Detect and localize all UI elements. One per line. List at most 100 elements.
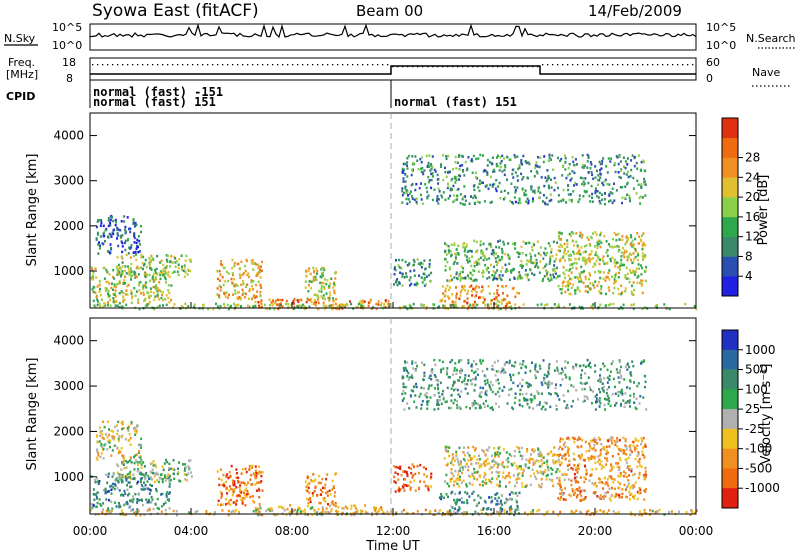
scatter-cell bbox=[230, 464, 233, 468]
scatter-cell bbox=[319, 488, 322, 492]
scatter-cell bbox=[127, 429, 130, 432]
scatter-cell bbox=[630, 470, 633, 473]
scatter-cell bbox=[628, 490, 631, 493]
scatter-cell bbox=[478, 501, 480, 505]
scatter-cell bbox=[619, 369, 622, 372]
scatter-cell bbox=[594, 370, 597, 373]
scatter-cell bbox=[445, 400, 448, 403]
scatter-cell bbox=[102, 224, 105, 228]
scatter-cell bbox=[557, 200, 560, 203]
nave-dot bbox=[157, 64, 159, 66]
scatter-cell bbox=[320, 290, 323, 293]
scatter-cell bbox=[486, 457, 489, 461]
scatter-cell bbox=[508, 158, 511, 161]
scatter-cell bbox=[492, 270, 495, 273]
date-title: 14/Feb/2009 bbox=[588, 2, 682, 20]
scatter-cell bbox=[477, 494, 480, 497]
scatter-cell bbox=[600, 241, 603, 244]
scatter-cell bbox=[628, 399, 631, 402]
scatter-cell bbox=[520, 259, 523, 263]
scatter-cell bbox=[497, 154, 499, 157]
scatter-cell bbox=[639, 202, 642, 205]
scatter-cell bbox=[600, 480, 603, 484]
scatter-cell bbox=[130, 275, 133, 278]
scatter-cell bbox=[493, 170, 496, 173]
scatter-cell bbox=[518, 166, 521, 169]
scatter-cell bbox=[629, 449, 632, 452]
scatter-cell bbox=[579, 476, 582, 479]
scatter-cell bbox=[606, 249, 609, 252]
scatter-cell bbox=[576, 246, 579, 249]
scatter-cell bbox=[129, 485, 132, 489]
scatter-cell bbox=[459, 271, 462, 274]
scatter-cell bbox=[589, 386, 591, 389]
scatter-cell bbox=[107, 219, 110, 222]
scatter-cell bbox=[141, 473, 144, 476]
scatter-cell bbox=[512, 492, 515, 495]
scatter-cell bbox=[242, 291, 245, 295]
scatter-cell bbox=[613, 478, 616, 481]
scatter-cell bbox=[501, 285, 504, 288]
scatter-cell bbox=[307, 290, 310, 293]
scatter-cell bbox=[91, 506, 94, 509]
scatter-cell bbox=[565, 376, 568, 379]
scatter-cell bbox=[343, 304, 346, 307]
scatter-cell bbox=[350, 504, 353, 508]
scatter-cell bbox=[452, 382, 455, 385]
scatter-cell bbox=[507, 474, 510, 478]
scatter-cell bbox=[467, 459, 470, 462]
scatter-cell bbox=[148, 256, 151, 260]
nave-dot bbox=[132, 64, 134, 66]
scatter-cell bbox=[558, 245, 561, 249]
scatter-cell bbox=[433, 188, 436, 191]
scatter-cell bbox=[520, 245, 523, 248]
scatter-cell bbox=[126, 494, 129, 497]
scatter-cell bbox=[117, 437, 120, 441]
scatter-cell bbox=[458, 485, 461, 488]
scatter-cell bbox=[305, 485, 308, 489]
scatter-cell bbox=[572, 365, 575, 369]
scatter-cell bbox=[339, 303, 342, 306]
scatter-cell bbox=[317, 508, 320, 511]
scatter-cell bbox=[610, 157, 613, 160]
scatter-cell bbox=[142, 287, 145, 290]
scatter-cell bbox=[489, 302, 492, 306]
scatter-cell bbox=[464, 377, 466, 380]
scatter-cell bbox=[135, 290, 138, 293]
scatter-cell bbox=[561, 284, 564, 288]
scatter-cell bbox=[637, 154, 640, 157]
scatter-cell bbox=[575, 468, 578, 472]
scatter-cell bbox=[504, 476, 507, 480]
scatter-cell bbox=[599, 374, 601, 377]
scatter-cell bbox=[401, 201, 404, 204]
scatter-cell bbox=[470, 363, 473, 366]
scatter-cell bbox=[363, 300, 366, 303]
nave-dot bbox=[517, 66, 519, 68]
scatter-cell bbox=[286, 508, 289, 511]
scatter-cell bbox=[128, 271, 130, 274]
scatter-cell bbox=[575, 495, 578, 499]
scatter-cell bbox=[541, 200, 544, 203]
scatter-cell bbox=[496, 483, 499, 487]
scatter-cell bbox=[430, 378, 433, 381]
scatter-cell bbox=[605, 261, 608, 265]
scatter-cell bbox=[518, 199, 521, 202]
scatter-cell bbox=[570, 198, 573, 202]
scatter-cell bbox=[480, 251, 483, 254]
scatter-cell bbox=[320, 281, 323, 285]
scatter-cell bbox=[514, 200, 517, 204]
scatter-cell bbox=[165, 254, 168, 257]
scatter-cell bbox=[412, 465, 415, 469]
scatter-cell bbox=[512, 168, 515, 171]
scatter-cell bbox=[423, 363, 426, 367]
scatter-cell bbox=[584, 496, 587, 499]
scatter-cell bbox=[607, 243, 610, 246]
scatter-cell bbox=[491, 460, 494, 463]
scatter-cell bbox=[599, 454, 602, 457]
scatter-cell bbox=[604, 202, 606, 206]
scatter-cell bbox=[600, 167, 603, 170]
scatter-cell bbox=[235, 476, 238, 479]
scatter-cell bbox=[244, 467, 247, 471]
scatter-cell bbox=[577, 398, 579, 401]
scatter-cell bbox=[527, 466, 530, 470]
